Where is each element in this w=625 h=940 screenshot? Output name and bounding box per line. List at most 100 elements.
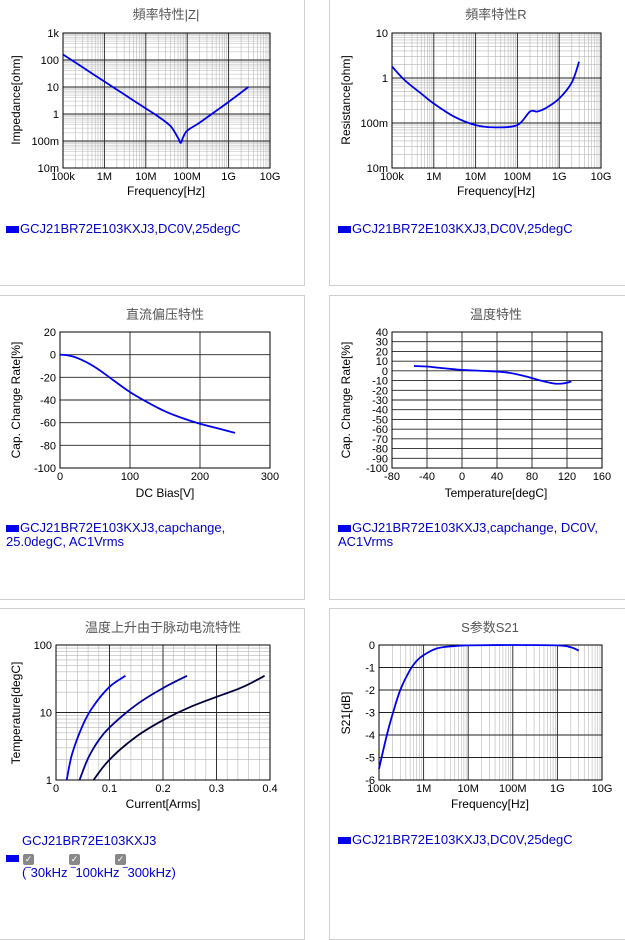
x-tick-label: 100M: [173, 171, 201, 183]
y-tick-label: 30: [376, 337, 388, 349]
x-tick-label: 0.1: [102, 783, 117, 795]
x-tick-label: -80: [384, 471, 400, 483]
y-tick-label: -70: [372, 434, 388, 446]
y-axis-label: Impedance[ohm]: [9, 55, 23, 144]
chart-title: 頻率特性R: [465, 7, 526, 22]
series-line-1: [391, 61, 580, 129]
legend-swatch: [338, 226, 351, 234]
y-tick-label: 1: [53, 109, 59, 121]
y-tick-label: 100m: [31, 136, 59, 148]
temperature-legend[interactable]: GCJ21BR72E103KXJ3,capchange, DC0V, AC1Vr…: [338, 521, 598, 549]
x-axis-label: Frequency[Hz]: [451, 797, 529, 811]
y-tick-label: -20: [40, 372, 56, 384]
plot-frame: [391, 331, 603, 469]
x-tick-label: 1M: [97, 171, 112, 183]
y-tick-label: -60: [372, 424, 388, 436]
y-tick-label: -2: [365, 685, 375, 697]
y-tick-label: -90: [372, 453, 388, 465]
dc-bias-legend[interactable]: GCJ21BR72E103KXJ3,capchange, 25.0degC, A…: [6, 521, 225, 549]
x-tick-label: 10G: [260, 171, 281, 183]
x-tick-label: 10G: [591, 171, 612, 183]
legend-label-line1: GCJ21BR72E103KXJ3,capchange, DC0V,: [352, 520, 598, 535]
x-tick-label: 100M: [504, 171, 532, 183]
y-tick-label: 10: [376, 356, 388, 368]
y-tick-label: -3: [365, 708, 375, 720]
legend-swatch: [6, 525, 19, 533]
x-tick-label: 1M: [426, 171, 441, 183]
resistance-legend[interactable]: GCJ21BR72E103KXJ3,DC0V,25degC: [338, 222, 573, 236]
y-tick-label: 100m: [360, 118, 388, 130]
s21-chart-panel: 100k 1M 10M 100M 1G 10G 0 -1 -2 -3 -4 -5 -6 S参数S21 Fre…: [329, 608, 625, 940]
plot-frame: [62, 32, 271, 169]
x-tick-label: 40: [491, 471, 503, 483]
y-tick-label: 10: [47, 82, 59, 94]
legend-label-line1: GCJ21BR72E103KXJ3,capchange,: [20, 520, 226, 535]
legend-label-line2: 25.0degC, AC1Vrms: [6, 534, 125, 549]
legend-swatch: [6, 226, 19, 234]
series-line-1: [378, 644, 580, 770]
legend-label: GCJ21BR72E103KXJ3,DC0V,25degC: [20, 221, 241, 236]
legend-swatch: [338, 525, 351, 533]
impedance-chart-panel: 100k 1M 10M 100M 1G 10G 1k 100 10 1 100m 10m 頻率特性|Z|…: [0, 0, 305, 286]
frequency-checkboxes: ✓ ✓ ✓: [6, 850, 161, 865]
chart-title: S参数S21: [461, 620, 519, 635]
x-tick-label: 100k: [380, 171, 404, 183]
x-tick-label: 0.4: [262, 783, 277, 795]
x-tick-label: 80: [526, 471, 538, 483]
y-tick-label: 20: [44, 327, 56, 339]
x-tick-label: 0: [459, 471, 465, 483]
checkbox-100khz[interactable]: ✓: [69, 854, 80, 865]
plot-area: [63, 33, 270, 168]
y-tick-label: 10m: [367, 163, 388, 175]
y-tick-label: 100: [34, 640, 52, 652]
x-tick-label: 0: [53, 783, 59, 795]
y-tick-label: 10: [376, 28, 388, 40]
y-axis-label: Cap. Change Rate[%]: [9, 342, 23, 459]
legend-swatch: [6, 855, 19, 862]
impedance-chart: 100k 1M 10M 100M 1G 10G 1k 100 10 1 100m 10m 頻率特性|Z|…: [9, 7, 281, 198]
grid: [391, 32, 602, 169]
x-tick-label: 100: [121, 471, 139, 483]
x-axis-label: DC Bias[V]: [136, 486, 195, 500]
x-tick-label: 300: [261, 471, 279, 483]
y-axis-label: Cap. Change Rate[%]: [339, 342, 353, 459]
x-axis-label: Frequency[Hz]: [127, 184, 205, 198]
x-tick-label: 160: [593, 471, 611, 483]
x-tick-label: 0: [57, 471, 63, 483]
x-tick-label: -40: [419, 471, 435, 483]
y-tick-label: 0: [382, 366, 388, 378]
grid: [62, 32, 271, 169]
legend-label-line2: AC1Vrms: [338, 534, 394, 549]
checkbox-300khz[interactable]: ✓: [115, 854, 126, 865]
y-tick-label: -40: [40, 395, 56, 407]
series-line-1: [59, 353, 236, 434]
y-tick-label: -100: [34, 463, 56, 475]
s21-chart: 100k 1M 10M 100M 1G 10G 0 -1 -2 -3 -4 -5 -6 S参数S21 Fre…: [339, 620, 613, 811]
s21-legend[interactable]: GCJ21BR72E103KXJ3,DC0V,25degC: [338, 833, 573, 847]
y-tick-label: -30: [372, 395, 388, 407]
x-tick-label: 120: [558, 471, 576, 483]
temperature-chart: -80 -40 0 40 80 120 160403020100-10-20-30-40-5…: [339, 307, 611, 500]
x-tick-label: 1G: [550, 783, 565, 795]
y-axis-label: Resistance[ohm]: [339, 55, 353, 144]
y-tick-label: -100: [366, 463, 388, 475]
y-tick-label: 1k: [47, 28, 59, 40]
x-tick-label: 10M: [135, 171, 156, 183]
y-tick-label: -80: [372, 444, 388, 456]
frequency-labels: (‾30kHz ‾100kHz ‾300kHz): [22, 865, 176, 880]
ripple-current-chart: 0 0.1 0.2 0.3 0.4 100 10 1 温度上升由于脉动电流特性 Current[A…: [9, 620, 278, 811]
impedance-legend[interactable]: GCJ21BR72E103KXJ3,DC0V,25degC: [6, 222, 241, 236]
checkbox-30khz[interactable]: ✓: [23, 854, 34, 865]
x-tick-label: 100M: [499, 783, 527, 795]
x-tick-label: 100k: [367, 783, 391, 795]
y-axis-label: S21[dB]: [339, 692, 353, 735]
y-tick-label: 10: [40, 708, 52, 720]
legend-label: GCJ21BR72E103KXJ3,DC0V,25degC: [352, 832, 573, 847]
y-axis-label: Temperature[degC]: [9, 662, 23, 765]
y-tick-label: 1: [46, 775, 52, 787]
x-tick-label: 0.2: [155, 783, 170, 795]
x-tick-label: 10G: [592, 783, 613, 795]
part-number-label: GCJ21BR72E103KXJ3: [22, 833, 157, 848]
y-tick-label: 10m: [38, 163, 59, 175]
